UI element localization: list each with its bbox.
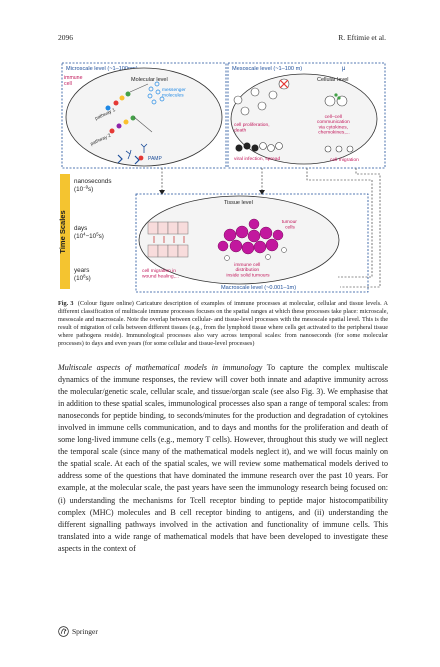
cell-migration-label: cell migration: [330, 157, 359, 163]
migration-cells: [324, 145, 354, 153]
death-icon: [278, 78, 290, 90]
tumour-cells-label: tumour cells: [282, 219, 299, 231]
figure-3: Microscale level (~1–100nm) Mesoscale le…: [58, 62, 386, 293]
mesoscale-box: [227, 62, 386, 169]
pamp-label: PAMP: [148, 156, 162, 162]
microscale-label: Microscale level (~1–100nm): [66, 66, 138, 72]
tissue-level-ellipse: [138, 195, 340, 285]
paragraph-heading: Multiscale aspects of mathematical model…: [58, 363, 263, 372]
years-label: years (108s): [74, 267, 91, 282]
immune-cells-in-tumour: [224, 247, 287, 261]
body-text: Multiscale aspects of mathematical model…: [58, 362, 388, 555]
messenger-molecules-label: messenger molecules: [162, 87, 187, 99]
pamp-icon: [117, 154, 140, 165]
springer-horse-icon: [58, 626, 69, 637]
cellular-level-label: Cellular level: [317, 77, 349, 83]
figure-caption: Fig. 3 (Colour figure online) Caricature…: [58, 300, 388, 349]
proliferation-cells: [233, 87, 278, 116]
messenger-molecules-icon: [147, 81, 165, 105]
days-label: days (104−105s): [74, 225, 104, 240]
publisher-name: Springer: [72, 627, 98, 636]
footer: Springer: [58, 626, 98, 637]
pathway-molecules: [105, 83, 153, 134]
mesoscale-label: Mesoscale level (~1–100 m): [232, 66, 302, 72]
microscale-box: [61, 62, 227, 169]
immune-cell-membrane: [65, 67, 223, 167]
paragraph-text: To capture the complex multiscale dynami…: [58, 363, 388, 553]
pamp-dot: [138, 155, 144, 161]
viral-infection-cells: [235, 142, 283, 152]
macroscale-box: [135, 193, 369, 293]
wound-tissue: [147, 221, 189, 258]
receptor-icons: [125, 143, 148, 160]
communication-cells: [324, 93, 348, 107]
macroscale-label: Macroscale level (~0.001–1m): [221, 285, 296, 291]
wound-healing-label: cell migration in wound healing,...: [142, 268, 179, 280]
time-scales-label: Time Scales: [58, 210, 67, 253]
molecular-level-label: Molecular level: [131, 77, 168, 83]
tumour-cells: [217, 218, 284, 255]
connector-lines: [161, 168, 381, 288]
viral-infection-label: viral infection, spread: [234, 156, 280, 162]
tissue-level-label: Tissue level: [224, 200, 253, 206]
immune-cell-label: immune cell: [64, 75, 84, 87]
running-author: R. Eftimie et al.: [338, 33, 386, 42]
cell-communication-label: cell–cell communication via cytokines, c…: [317, 114, 351, 136]
cell-proliferation-label: cell proliferation, death: [234, 122, 271, 134]
nanoseconds-label: nanoseconds (10−9s): [74, 178, 113, 193]
page-number: 2096: [58, 33, 73, 42]
time-scales-bar: [60, 174, 70, 289]
caption-text: (Colour figure online) Caricature descri…: [58, 300, 388, 348]
immune-distribution-label: immune cell distribution inside solid tu…: [226, 262, 270, 278]
connector-arrows: [159, 190, 265, 195]
wound-migration-arrows: [153, 236, 185, 243]
caption-label: Fig. 3: [58, 300, 74, 307]
mu-symbol: μ: [342, 66, 346, 72]
